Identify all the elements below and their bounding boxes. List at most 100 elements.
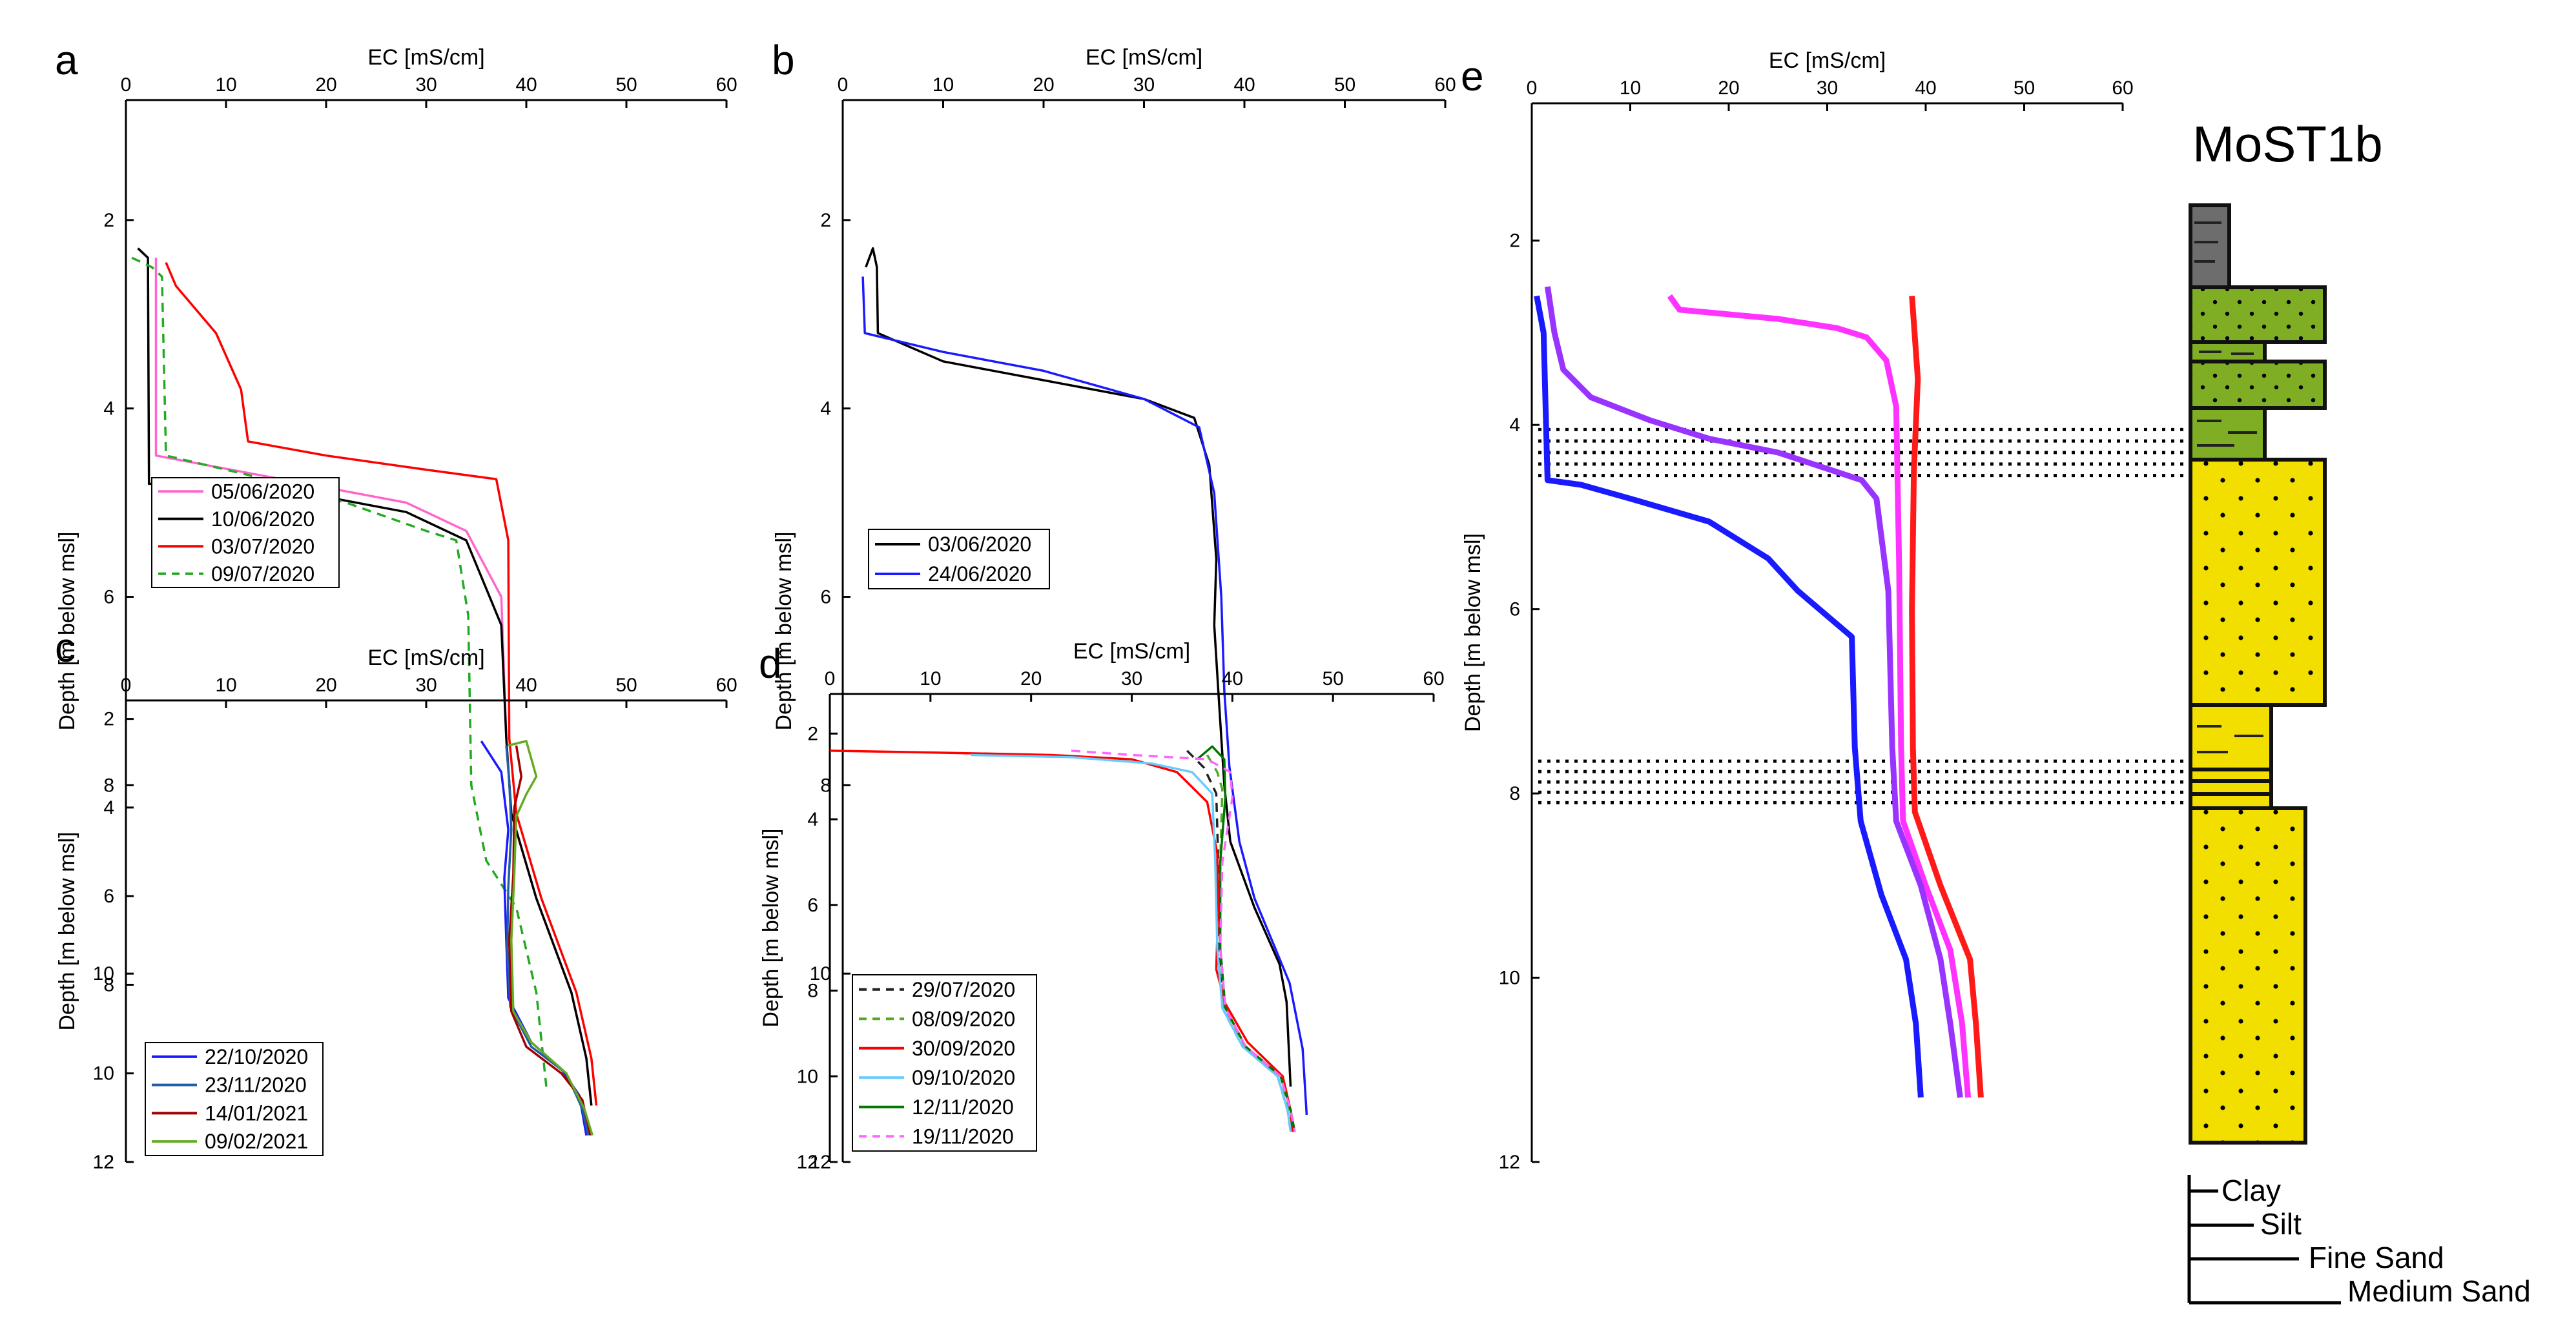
x-tick-label: 0: [121, 74, 132, 96]
legend-box: [868, 529, 1050, 589]
y-tick-label: 6: [103, 587, 114, 608]
lithology-column: MoST1b: [2187, 116, 2531, 1308]
y-tick-label: 12: [93, 1152, 114, 1173]
series-line-1: [1909, 296, 1984, 1098]
legend-entry: 24/06/2020: [928, 562, 1031, 586]
y-tick-label: 10: [93, 1063, 114, 1085]
x-tick-label: 20: [1033, 74, 1054, 96]
grain-legend-silt: Silt: [2260, 1207, 2302, 1241]
legend-entry: 30/09/2020: [912, 1037, 1015, 1060]
y-tick-label: 4: [103, 398, 114, 420]
legend: 29/07/2020 08/09/2020 30/09/2020 09/10/2020…: [852, 974, 1037, 1152]
y-axis-label: Depth [m below msl]: [1461, 533, 1485, 732]
grain-legend-fine-sand: Fine Sand: [2309, 1241, 2444, 1274]
y-tick-label: 4: [1509, 414, 1520, 436]
series-line-0: [480, 740, 588, 1136]
x-tick-label: 30: [415, 675, 437, 696]
x-tick-label: 40: [1915, 77, 1936, 99]
x-tick-label: 30: [1133, 74, 1155, 96]
panel-label-c: c: [55, 624, 76, 671]
y-tick-label: 12: [810, 1152, 831, 1173]
lithology-thin-1-lines: [2197, 725, 2263, 753]
legend-entry: 12/11/2020: [912, 1096, 1014, 1119]
lithology-title: MoST1b: [2192, 116, 2383, 172]
series-line-2: [165, 261, 598, 1106]
series-line-3: [971, 753, 1292, 1132]
x-axis-label: EC [mS/cm]: [1769, 48, 1886, 73]
series-line-0: [865, 247, 1292, 1087]
y-tick-label: 4: [820, 398, 831, 420]
x-axis-label: EC [mS/cm]: [367, 646, 484, 670]
y-tick-label: 2: [103, 210, 114, 231]
legend-entry: 08/09/2020: [912, 1007, 1015, 1030]
y-axis-label: Depth [m below msl]: [55, 832, 79, 1031]
y-tick-label: 6: [103, 886, 114, 907]
x-tick-label: 10: [920, 668, 941, 689]
x-tick-label: 20: [315, 675, 336, 696]
legend-entry: 29/07/2020: [912, 978, 1015, 1001]
legend: 22/10/2020 23/11/2020 14/01/2021 09/02/2021: [145, 1042, 324, 1156]
lithology-layer-silt-3-fill: [2192, 363, 2323, 406]
legend-entry: 14/01/2021: [205, 1101, 308, 1125]
x-tick-label: 30: [1121, 668, 1142, 689]
legend: 05/06/2020 10/06/2020 03/07/2020 09/07/2020: [151, 477, 340, 588]
y-tick-label: 12: [797, 1152, 818, 1173]
y-tick-label: 8: [103, 775, 114, 796]
panel-label-a: a: [55, 37, 78, 83]
x-tick-label: 30: [1817, 77, 1838, 99]
y-tick-label: 12: [1499, 1152, 1520, 1173]
legend-entry: 09/10/2020: [912, 1066, 1015, 1089]
y-tick-label: 8: [820, 775, 831, 796]
y-tick-label: 4: [807, 809, 818, 830]
legend-entry: 05/06/2020: [211, 480, 314, 503]
y-tick-label: 6: [807, 895, 818, 916]
lithology-layer-clay: [2189, 203, 2231, 289]
x-axis-label: EC [mS/cm]: [367, 45, 484, 70]
y-tick-label: 2: [807, 723, 818, 744]
y-tick-label: 2: [820, 210, 831, 231]
panel-label-b: b: [772, 37, 795, 83]
x-tick-label: 40: [515, 675, 537, 696]
legend-entry: 09/02/2021: [205, 1130, 308, 1153]
x-tick-label: 50: [615, 675, 637, 696]
lithology-layer-thin-4: [2189, 792, 2273, 810]
series-line-2: [829, 749, 1294, 1132]
x-tick-label: 30: [415, 74, 437, 96]
lithology-silt-2-lines: [2199, 351, 2254, 355]
y-axis-label: Depth [m below msl]: [759, 829, 783, 1028]
legend-entry: 03/06/2020: [928, 533, 1031, 556]
x-tick-label: 0: [825, 668, 836, 689]
x-tick-label: 10: [933, 74, 954, 96]
y-tick-label: 8: [1509, 783, 1520, 804]
legend: 03/06/2020 24/06/2020: [868, 529, 1050, 589]
series-line-5: [1071, 749, 1296, 1132]
legend-entry: 03/07/2020: [211, 535, 314, 558]
y-tick-label: 10: [797, 1066, 818, 1087]
y-tick-label: 10: [93, 963, 114, 984]
x-tick-label: 40: [1233, 74, 1255, 96]
legend-entry: 09/07/2020: [211, 562, 314, 586]
legend-entry: 22/10/2020: [205, 1045, 308, 1068]
y-tick-label: 8: [103, 974, 114, 995]
y-tick-label: 2: [103, 709, 114, 730]
x-tick-label: 50: [615, 74, 637, 96]
grain-legend-clay: Clay: [2221, 1174, 2281, 1207]
x-tick-label: 0: [121, 675, 132, 696]
x-tick-label: 60: [1423, 668, 1444, 689]
grain-legend-medium-sand: Medium Sand: [2347, 1274, 2531, 1308]
lithology-clay-lines: [2194, 221, 2221, 263]
lithology-layer-medium-sand-fill: [2192, 810, 2303, 1141]
y-tick-label: 8: [807, 981, 818, 1002]
series-line-1: [505, 745, 590, 1136]
y-tick-label: 10: [1499, 968, 1520, 989]
x-tick-label: 60: [1434, 74, 1456, 96]
y-axis-label: Depth [m below msl]: [772, 532, 796, 731]
y-axis-label: Depth [m below msl]: [55, 532, 79, 731]
series-line-3: [508, 740, 593, 1136]
x-tick-label: 10: [1620, 77, 1641, 99]
series-line-3: [1534, 295, 1924, 1098]
